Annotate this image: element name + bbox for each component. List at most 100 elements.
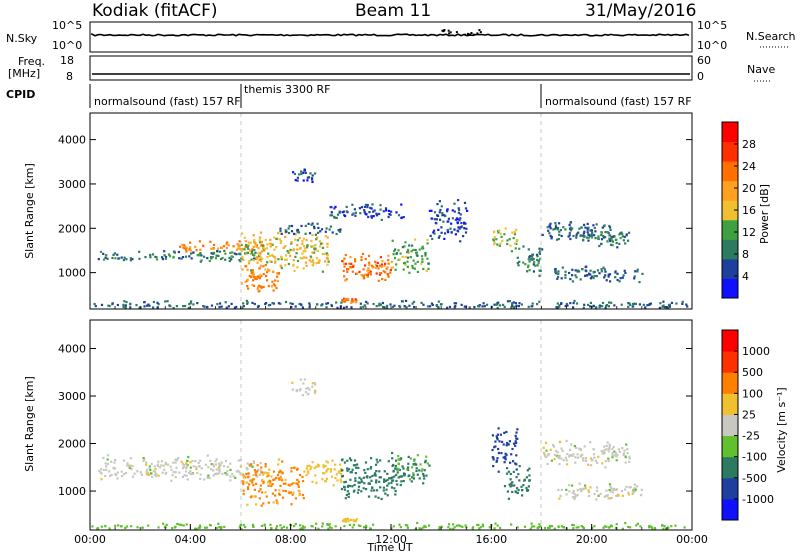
range-cell bbox=[424, 525, 427, 528]
range-cell bbox=[600, 270, 603, 273]
range-cell bbox=[203, 478, 206, 481]
range-cell bbox=[264, 238, 267, 242]
range-cell bbox=[305, 467, 308, 470]
range-cell bbox=[317, 261, 320, 264]
range-cell bbox=[188, 255, 191, 258]
range-cell bbox=[280, 527, 283, 530]
range-cell bbox=[296, 228, 300, 231]
range-cell bbox=[294, 238, 297, 241]
site-title: Kodiak (fitACF) bbox=[92, 1, 218, 21]
range-cell bbox=[441, 212, 444, 215]
range-cell bbox=[624, 522, 627, 525]
range-cell bbox=[531, 305, 534, 308]
range-cell bbox=[370, 216, 373, 219]
beam-title: Beam 11 bbox=[355, 1, 431, 21]
nsky-point bbox=[448, 32, 451, 35]
range-cell bbox=[613, 450, 616, 453]
range-cell bbox=[338, 230, 341, 233]
range-cell bbox=[577, 231, 580, 234]
range-cell bbox=[505, 472, 509, 475]
range-cell bbox=[492, 465, 495, 468]
range-cell bbox=[314, 474, 317, 477]
range-cell bbox=[423, 477, 426, 480]
range-cell bbox=[343, 298, 347, 301]
range-cell bbox=[265, 274, 268, 278]
range-cell bbox=[130, 525, 133, 528]
range-cell bbox=[208, 259, 211, 263]
range-cell bbox=[528, 260, 531, 263]
range-cell bbox=[497, 427, 500, 430]
range-cell bbox=[341, 211, 344, 214]
range-cell bbox=[299, 257, 302, 260]
range-cell bbox=[379, 459, 382, 462]
range-cell bbox=[154, 468, 157, 471]
range-cell bbox=[270, 527, 273, 530]
range-cell bbox=[428, 209, 431, 212]
range-cell bbox=[306, 245, 309, 248]
range-cell bbox=[418, 469, 421, 472]
range-cell bbox=[407, 251, 410, 254]
range-cell bbox=[273, 255, 276, 258]
range-cell bbox=[424, 254, 427, 257]
range-cell bbox=[238, 252, 241, 256]
range-cell bbox=[307, 472, 310, 475]
range-cell bbox=[290, 483, 293, 486]
range-cell bbox=[372, 210, 375, 213]
range-cell bbox=[369, 476, 372, 479]
range-cell bbox=[248, 259, 251, 263]
range-cell bbox=[603, 268, 606, 271]
range-cell bbox=[457, 211, 460, 214]
range-cell bbox=[252, 478, 255, 481]
range-cell bbox=[281, 472, 284, 475]
range-cell bbox=[300, 527, 303, 530]
range-cell bbox=[197, 461, 200, 465]
range-cell bbox=[406, 468, 409, 471]
range-cell bbox=[369, 466, 373, 469]
range-cell bbox=[195, 249, 198, 252]
range-cell bbox=[565, 488, 568, 491]
range-cell bbox=[342, 518, 345, 521]
range-cell bbox=[578, 482, 581, 485]
range-cell bbox=[383, 264, 386, 267]
range-cell bbox=[427, 262, 430, 265]
range-cell bbox=[421, 260, 424, 263]
range-cell bbox=[414, 248, 417, 252]
range-cell bbox=[258, 258, 261, 261]
range-cell bbox=[464, 222, 467, 225]
range-cell bbox=[503, 485, 507, 488]
range-cell bbox=[224, 472, 227, 475]
range-cell bbox=[627, 525, 630, 529]
range-cell bbox=[161, 258, 165, 261]
range-cell bbox=[334, 476, 337, 480]
range-cell bbox=[306, 470, 310, 473]
range-cell bbox=[209, 459, 212, 462]
range-cell bbox=[402, 467, 405, 470]
range-cell bbox=[138, 257, 141, 260]
range-cell bbox=[293, 525, 296, 528]
range-cell bbox=[548, 224, 551, 227]
range-cell bbox=[391, 451, 394, 455]
range-cell bbox=[275, 477, 278, 480]
range-cell bbox=[246, 301, 249, 304]
colorbar-swatch bbox=[722, 258, 738, 279]
range-cell bbox=[296, 478, 299, 481]
range-cell bbox=[358, 476, 361, 479]
range-cell bbox=[260, 466, 263, 469]
range-cell bbox=[604, 236, 607, 239]
range-cell bbox=[611, 456, 614, 459]
range-cell bbox=[547, 526, 550, 529]
range-cell bbox=[433, 232, 436, 235]
range-cell bbox=[379, 272, 382, 275]
range-cell bbox=[354, 520, 357, 523]
range-cell bbox=[407, 250, 410, 253]
range-cell bbox=[564, 304, 567, 308]
range-cell bbox=[217, 472, 220, 475]
range-cell bbox=[167, 463, 170, 466]
range-cell bbox=[592, 271, 596, 274]
range-cell bbox=[568, 234, 571, 237]
range-cell bbox=[312, 261, 315, 264]
range-cell bbox=[310, 177, 314, 180]
range-cell bbox=[594, 230, 597, 233]
range-cell bbox=[414, 238, 417, 241]
range-cell bbox=[318, 259, 321, 262]
